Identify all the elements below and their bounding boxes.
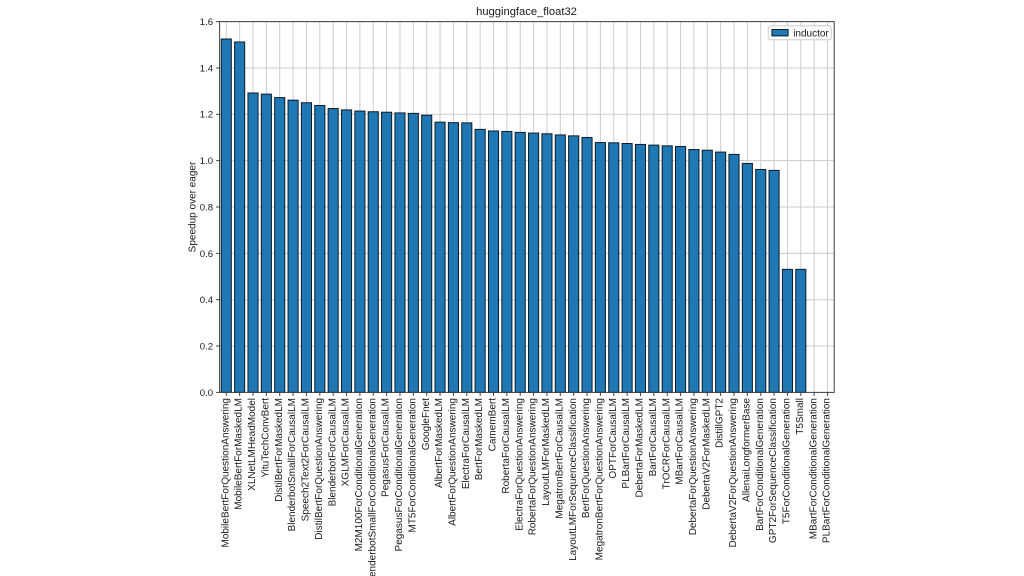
svg-text:BartForConditionalGeneration: BartForConditionalGeneration	[755, 398, 766, 531]
svg-text:YituTechConvBert: YituTechConvBert	[260, 398, 271, 478]
svg-text:AllenaiLongformerBase: AllenaiLongformerBase	[741, 398, 752, 502]
svg-text:Speedup over eager: Speedup over eager	[188, 161, 199, 252]
svg-text:GPT2ForSequenceClassification: GPT2ForSequenceClassification	[768, 398, 779, 543]
svg-text:PLBartForCausalLM: PLBartForCausalLM	[621, 398, 632, 489]
svg-text:PegasusForCausalLM: PegasusForCausalLM	[381, 398, 392, 497]
svg-text:DistilBertForMaskedLM: DistilBertForMaskedLM	[274, 398, 285, 502]
svg-text:LayoutLMForSequenceClassificat: LayoutLMForSequenceClassification	[568, 398, 579, 561]
svg-text:BlenderbotSmallForConditionalG: BlenderbotSmallForConditionalGeneration	[367, 398, 378, 576]
svg-text:TrOCRForCausalLM: TrOCRForCausalLM	[661, 398, 672, 489]
svg-text:DebertaV2ForQuestionAnswering: DebertaV2ForQuestionAnswering	[728, 398, 739, 548]
svg-text:MobileBertForQuestionAnswering: MobileBertForQuestionAnswering	[220, 398, 231, 548]
svg-text:MegatronBertForCausalLM: MegatronBertForCausalLM	[554, 398, 565, 519]
svg-text:RobertaForCausalLM: RobertaForCausalLM	[501, 398, 512, 494]
svg-text:BertForMaskedLM: BertForMaskedLM	[474, 398, 485, 480]
svg-text:MegatronBertForQuestionAnsweri: MegatronBertForQuestionAnswering	[594, 398, 605, 560]
svg-text:MBartForCausalLM: MBartForCausalLM	[675, 398, 686, 485]
svg-text:ElectraForCausalLM: ElectraForCausalLM	[461, 398, 472, 489]
svg-text:0.2: 0.2	[200, 341, 213, 352]
svg-text:BartForCausalLM: BartForCausalLM	[648, 398, 659, 476]
svg-text:DistilBertForQuestionAnswering: DistilBertForQuestionAnswering	[314, 398, 325, 540]
svg-text:0.8: 0.8	[200, 202, 213, 213]
svg-text:MT5ForConditionalGeneration: MT5ForConditionalGeneration	[407, 398, 418, 533]
svg-text:BertForQuestionAnswering: BertForQuestionAnswering	[581, 398, 592, 518]
svg-text:XLNetLMHeadModel: XLNetLMHeadModel	[247, 398, 258, 491]
svg-text:DebertaV2ForMaskedLM: DebertaV2ForMaskedLM	[701, 398, 712, 510]
svg-text:PegasusForConditionalGeneratio: PegasusForConditionalGeneration	[394, 398, 405, 551]
svg-text:ElectraForQuestionAnswering: ElectraForQuestionAnswering	[514, 398, 525, 531]
svg-text:inductor: inductor	[793, 28, 829, 39]
svg-text:0.0: 0.0	[200, 388, 213, 399]
svg-text:T5ForConditionalGeneration: T5ForConditionalGeneration	[782, 398, 793, 524]
svg-text:1.4: 1.4	[200, 63, 214, 74]
svg-text:0.4: 0.4	[200, 295, 214, 306]
svg-text:MobileBertForMaskedLM: MobileBertForMaskedLM	[234, 398, 245, 510]
svg-text:T5Small: T5Small	[795, 398, 806, 435]
svg-text:OPTForCausalLM: OPTForCausalLM	[608, 398, 619, 479]
svg-text:DistillGPT2: DistillGPT2	[715, 398, 726, 448]
svg-text:RobertaForQuestionAnswering: RobertaForQuestionAnswering	[528, 398, 539, 535]
svg-text:GoogleFnet: GoogleFnet	[421, 398, 432, 450]
svg-text:MBartForConditionalGeneration: MBartForConditionalGeneration	[808, 398, 819, 539]
svg-text:DebertaForQuestionAnswering: DebertaForQuestionAnswering	[688, 398, 699, 535]
svg-text:0.6: 0.6	[200, 249, 213, 260]
svg-text:CamemBert: CamemBert	[488, 398, 499, 452]
svg-text:M2M100ForConditionalGeneration: M2M100ForConditionalGeneration	[354, 398, 365, 551]
svg-text:XGLMForCausalLM: XGLMForCausalLM	[341, 398, 352, 486]
svg-text:AlbertForQuestionAnswering: AlbertForQuestionAnswering	[448, 398, 459, 526]
svg-text:1.2: 1.2	[200, 110, 213, 121]
svg-text:BlenderbotForCausalLM: BlenderbotForCausalLM	[327, 398, 338, 506]
svg-text:1.0: 1.0	[200, 156, 213, 167]
svg-text:huggingface_float32: huggingface_float32	[476, 6, 577, 18]
svg-text:LayoutLMForMaskedLM: LayoutLMForMaskedLM	[541, 398, 552, 506]
svg-text:Speech2Text2ForCausalLM: Speech2Text2ForCausalLM	[301, 398, 312, 521]
svg-text:PLBartForConditionalGeneration: PLBartForConditionalGeneration	[822, 398, 833, 543]
svg-text:AlbertForMaskedLM: AlbertForMaskedLM	[434, 398, 445, 488]
svg-text:BlenderbotSmallForCausalLM: BlenderbotSmallForCausalLM	[287, 398, 298, 531]
svg-text:1.6: 1.6	[200, 17, 213, 28]
svg-text:DebertaForMaskedLM: DebertaForMaskedLM	[635, 398, 646, 497]
